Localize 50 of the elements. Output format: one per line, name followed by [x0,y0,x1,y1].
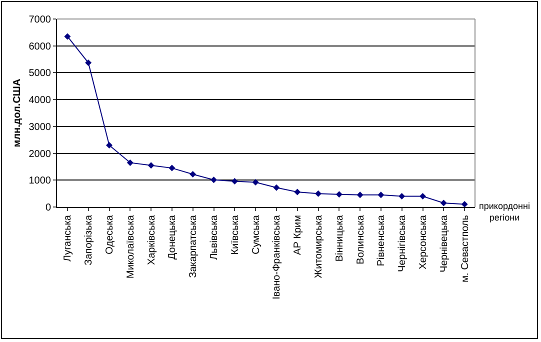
x-tick-label: Рівненська [376,214,388,266]
x-tick-label: Житомирська [314,214,324,278]
point [440,200,447,206]
point [64,33,71,40]
point [231,178,238,184]
point [294,188,301,196]
x-tick-label: Миколаївська [125,214,136,278]
point [148,162,154,169]
x-tick-label: Київська [230,214,241,255]
x-tick-label: Волинська [355,214,366,264]
point [168,164,176,172]
x-tick-label: Львівська [209,214,220,260]
point [378,192,384,198]
y-tick-label: 3000 [28,122,52,133]
x-tick-label: Івано-Франківська [272,214,283,300]
point [106,142,112,148]
x-tick-label: Сумська [250,214,262,254]
y-tick-label: 2000 [28,148,52,160]
point [273,184,280,191]
point [420,193,426,200]
y-tick-label: 0 [45,202,52,214]
y-tick-label: 7000 [28,14,52,26]
point [336,191,342,198]
y-tick-label: 1000 [28,176,52,187]
x-tick-label: Херсонська [418,214,429,270]
x-tick-label: Харківська [146,214,158,265]
point [190,170,196,178]
point [210,176,217,184]
y-tick-label: 4000 [28,95,52,106]
x-tick-label: Чернівецька [438,214,450,272]
x-axis-title: прикордонні регіони [479,201,530,223]
x-tick-label: Одеська [104,214,116,254]
x-tick-label: Запорізька [84,214,95,266]
x-tick-label: Луганська [62,214,74,262]
x-tick-label: Донецька [167,214,178,260]
point [398,193,406,200]
x-tick-label: АР Крим [292,214,304,255]
point [356,192,364,198]
x-tick-label: м. Севастполь [460,215,471,282]
y-tick-label: 6000 [28,41,52,52]
point [85,60,92,66]
x-tick-label: Чернігівська [397,214,408,272]
point [461,201,468,208]
point [315,190,322,197]
x-tick-label: Закарпатська [188,214,200,278]
x-tick-label: Вінницька [334,214,346,262]
y-tick-label: 5000 [28,68,52,80]
point [126,159,134,166]
point [252,179,259,186]
y-axis-title: млн.дол.США [12,78,23,148]
